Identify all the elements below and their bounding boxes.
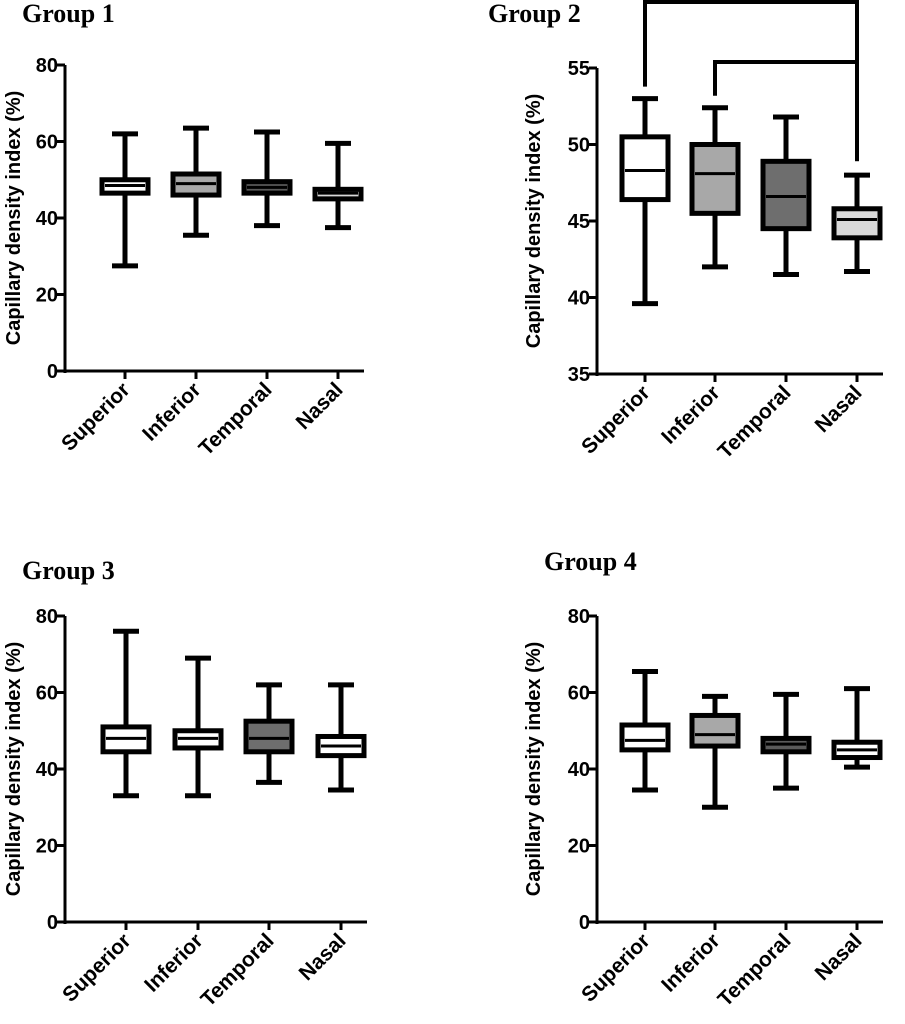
chart-title: Group 1 (22, 0, 115, 28)
y-tick-label: 45 (568, 211, 590, 233)
y-tick-label: 60 (36, 132, 58, 154)
y-tick-label: 20 (36, 836, 58, 858)
y-axis-label: Capillary density index (%) (3, 91, 25, 346)
box-plot-superior (619, 668, 671, 793)
box-iqr (689, 712, 741, 749)
x-tick-label: Temporal (714, 381, 796, 463)
chart-title: Group 3 (22, 556, 115, 585)
significance-bracket (643, 0, 859, 162)
chart-panel-1: Group 1 Capillary density index (%) 0 20 40 6… (3, 0, 364, 460)
chart-panel-3: Group 3 Capillary density index (%) 0 20 40 6… (3, 556, 367, 1011)
chart-panel-4: Group 4 Capillary density index (%) 0 20 40 6… (523, 547, 883, 1011)
y-tick-label: 50 (568, 135, 590, 157)
x-tick-label: Temporal (195, 378, 277, 460)
x-tick-label: Temporal (197, 929, 279, 1011)
x-tick-label: Inferior (657, 929, 724, 996)
box-plot-nasal (831, 686, 883, 770)
y-tick-label: 60 (568, 683, 590, 705)
x-tick-label: Superior (57, 378, 134, 455)
box-plot-inferior (172, 655, 224, 799)
chart-panel-2: Group 2 Capillary density index (%) 35 40 45… (488, 0, 883, 463)
chart-title: Group 4 (544, 547, 637, 576)
box-plot-inferior (170, 125, 222, 238)
y-tick-label: 0 (47, 361, 58, 383)
y-tick-label: 80 (36, 606, 58, 628)
box-plot-inferior (689, 693, 741, 810)
x-tick-label: Nasal (811, 929, 867, 985)
x-tick-label: Inferior (657, 381, 724, 448)
y-tick-label: 80 (36, 55, 58, 77)
x-tick-label: Inferior (140, 929, 207, 996)
box-plot-superior (619, 96, 671, 307)
box-plot-temporal (243, 682, 295, 785)
y-tick-label: 40 (36, 208, 58, 230)
box-plot-temporal (760, 114, 812, 278)
box-iqr (689, 142, 741, 216)
box-plot-superior (100, 628, 152, 799)
box-plot-inferior (689, 105, 741, 270)
y-tick-label: 55 (568, 58, 590, 80)
y-axis-label: Capillary density index (%) (523, 94, 545, 349)
box-iqr (831, 206, 883, 241)
box-plot-nasal (831, 172, 883, 274)
box-iqr (243, 718, 295, 755)
x-tick-label: Superior (577, 929, 654, 1006)
box-iqr (619, 134, 671, 203)
x-tick-label: Temporal (714, 929, 796, 1011)
x-tick-label: Nasal (295, 929, 351, 985)
box-iqr (619, 722, 671, 753)
y-tick-label: 0 (579, 912, 590, 934)
y-tick-label: 40 (568, 759, 590, 781)
x-tick-label: Inferior (138, 378, 205, 445)
y-tick-label: 40 (568, 288, 590, 310)
y-tick-label: 35 (568, 364, 590, 386)
y-tick-label: 20 (568, 836, 590, 858)
box-plot-temporal (241, 129, 293, 229)
box-iqr (760, 158, 812, 232)
x-tick-label: Nasal (292, 378, 348, 434)
y-tick-label: 40 (36, 759, 58, 781)
y-tick-label: 80 (568, 606, 590, 628)
y-tick-label: 0 (47, 912, 58, 934)
significance-bracket (713, 60, 859, 162)
x-tick-label: Superior (577, 381, 654, 458)
y-tick-label: 20 (36, 285, 58, 307)
box-plot-temporal (760, 691, 812, 791)
y-tick-label: 60 (36, 683, 58, 705)
x-tick-label: Superior (58, 929, 135, 1006)
chart-title: Group 2 (488, 0, 581, 28)
box-plot-nasal (315, 682, 367, 793)
box-plot-superior (99, 131, 151, 269)
y-axis-label: Capillary density index (%) (523, 642, 545, 897)
box-plot-nasal (312, 140, 364, 231)
y-axis-label: Capillary density index (%) (3, 642, 25, 897)
x-tick-label: Nasal (811, 381, 867, 437)
